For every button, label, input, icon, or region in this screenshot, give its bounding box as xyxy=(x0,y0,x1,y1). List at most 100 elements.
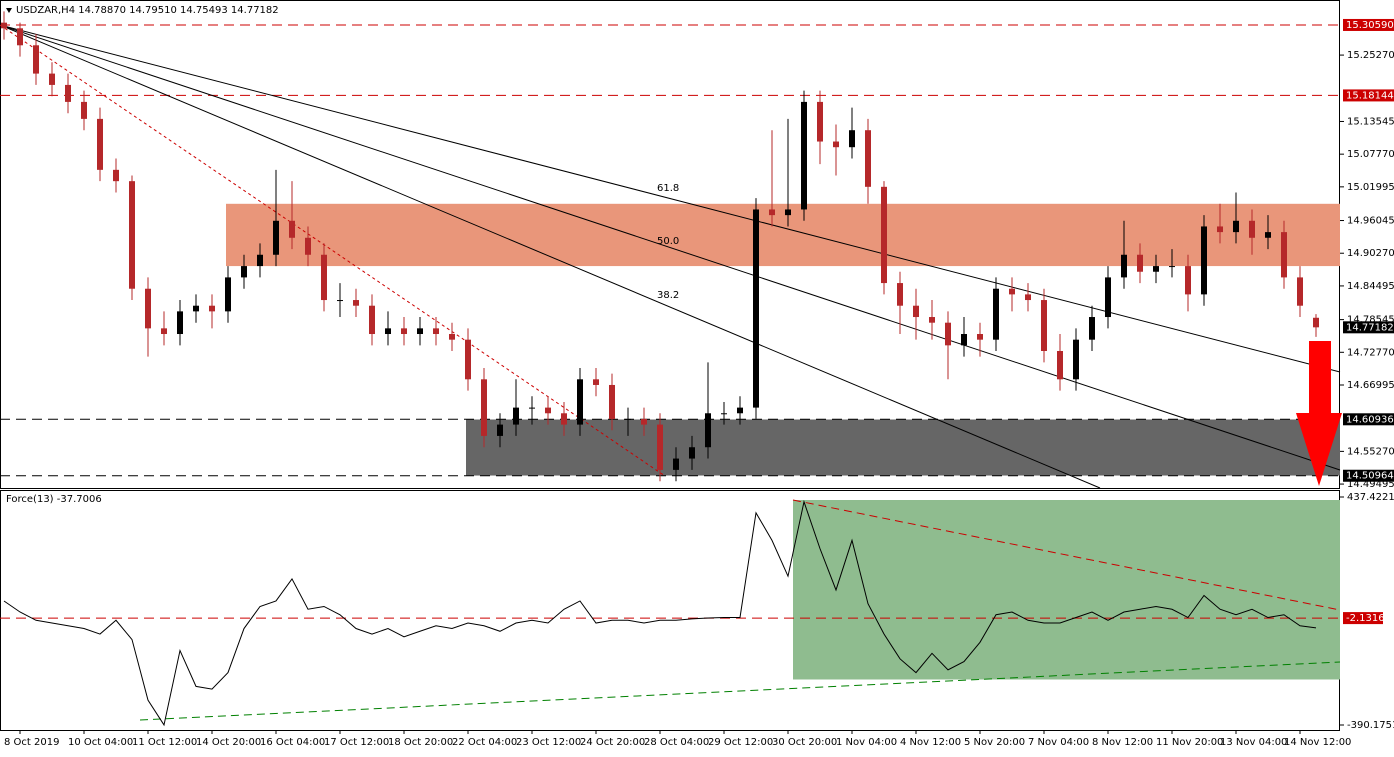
fan-line xyxy=(0,24,1101,489)
candles xyxy=(1,11,1319,482)
y-tick-label: 15.25270 xyxy=(1347,50,1394,61)
zone xyxy=(226,203,1340,267)
candle-body xyxy=(1313,317,1319,328)
candle-body xyxy=(257,254,263,267)
candle-body xyxy=(897,283,903,306)
candle-body xyxy=(577,379,583,425)
candle-body xyxy=(481,379,487,436)
candle-body xyxy=(1057,350,1063,380)
candle-body xyxy=(641,418,647,425)
x-tick-label: 10 Oct 04:00 xyxy=(68,737,133,748)
x-tick-label: 14 Oct 20:00 xyxy=(196,737,261,748)
candle-body xyxy=(849,130,855,148)
x-tick-label: 24 Oct 20:00 xyxy=(580,737,645,748)
candle-body xyxy=(801,101,807,210)
arrow-shaft xyxy=(1309,341,1331,413)
candle-body xyxy=(593,379,599,385)
fib-label: 50.0 xyxy=(657,236,679,247)
indicator xyxy=(0,499,1341,727)
x-tick-label: 7 Nov 04:00 xyxy=(1028,737,1089,748)
fan-base xyxy=(0,24,666,477)
candle-body xyxy=(97,118,103,170)
x-tick-label: 11 Nov 20:00 xyxy=(1156,737,1223,748)
candle-body xyxy=(785,209,791,216)
down-arrow xyxy=(1296,341,1342,486)
x-tick-label: 17 Oct 12:00 xyxy=(324,737,389,748)
candle-body xyxy=(1297,277,1303,306)
candle-body xyxy=(417,328,423,335)
fan-line xyxy=(0,24,1341,471)
chart-title: USDZAR,H4 14.78870 14.79510 14.75493 14.… xyxy=(16,5,279,16)
level-label: 14.50964 xyxy=(1346,471,1394,482)
y-tick-label: 14.84495 xyxy=(1347,281,1394,292)
candle-body xyxy=(769,209,775,216)
candle-body xyxy=(753,209,759,408)
candle-body xyxy=(1249,220,1255,238)
x-tick-label: 23 Oct 12:00 xyxy=(516,737,581,748)
candle-body xyxy=(673,458,679,470)
level-label: 15.18144 xyxy=(1346,90,1394,101)
trend-line xyxy=(139,661,1341,721)
candle-body xyxy=(1,22,7,29)
candle-body xyxy=(1201,226,1207,295)
candle-body xyxy=(1089,317,1095,340)
level-label: 14.60936 xyxy=(1346,414,1394,425)
y-tick-label: 14.78545 xyxy=(1347,315,1394,326)
x-tick-label: 13 Nov 04:00 xyxy=(1220,737,1287,748)
y-tick-label: 14.96045 xyxy=(1347,216,1394,227)
candle-body xyxy=(449,334,455,340)
candle-body xyxy=(113,169,119,182)
candle-body xyxy=(1217,226,1223,233)
candle-body xyxy=(193,305,199,312)
candle-body xyxy=(833,141,839,148)
force-line xyxy=(3,499,1317,727)
candle-body xyxy=(1025,294,1031,301)
level-badge xyxy=(1343,469,1394,482)
y-tick-label: 437.4221 xyxy=(1347,492,1394,503)
candle-body xyxy=(705,413,711,448)
candle-body xyxy=(209,305,215,312)
indicator-level-label: -2.1316 xyxy=(1346,613,1385,624)
candle-body xyxy=(737,407,743,414)
candle-body xyxy=(1233,220,1239,233)
candle-body xyxy=(161,328,167,335)
y-tick-label: 14.90270 xyxy=(1347,248,1394,259)
level-badge xyxy=(1343,612,1383,625)
zone xyxy=(466,419,1340,476)
candle-body xyxy=(401,328,407,335)
candle-body xyxy=(865,130,871,187)
candle-body xyxy=(1281,232,1287,278)
candle-body xyxy=(145,288,151,329)
candle-body xyxy=(1121,254,1127,278)
x-tick-label: 8 Nov 12:00 xyxy=(1092,737,1153,748)
y-tick-label: 14.66995 xyxy=(1347,380,1394,391)
candle-body xyxy=(273,220,279,255)
x-tick-label: 30 Oct 20:00 xyxy=(772,737,837,748)
candle-body xyxy=(689,447,695,459)
fan-line xyxy=(0,24,1341,373)
candle-body xyxy=(1185,266,1191,295)
candle-body xyxy=(1073,339,1079,380)
candle-body xyxy=(1137,254,1143,272)
x-tick-label: 14 Nov 12:00 xyxy=(1284,737,1351,748)
indicator-zone xyxy=(793,500,1340,680)
indicator-title: Force(13) -37.7006 xyxy=(6,494,102,505)
y-tick-label: 15.13545 xyxy=(1347,116,1394,127)
y-tick-label: 15.07770 xyxy=(1347,149,1394,160)
candle-body xyxy=(977,334,983,340)
candle-body xyxy=(81,101,87,119)
y-tick-label: -390.1751 xyxy=(1347,720,1394,731)
candle-body xyxy=(49,73,55,85)
candle-body xyxy=(1265,232,1271,238)
candle-body xyxy=(545,407,551,414)
level-badge xyxy=(1343,89,1394,102)
level-badge xyxy=(1343,413,1394,426)
y-tick-label: 15.01995 xyxy=(1347,182,1394,193)
candle-body xyxy=(993,288,999,340)
candle-body xyxy=(881,186,887,284)
fib-label: 61.8 xyxy=(657,183,679,194)
candle-body xyxy=(529,407,535,409)
candle-body xyxy=(433,328,439,335)
candle-body xyxy=(33,45,39,74)
